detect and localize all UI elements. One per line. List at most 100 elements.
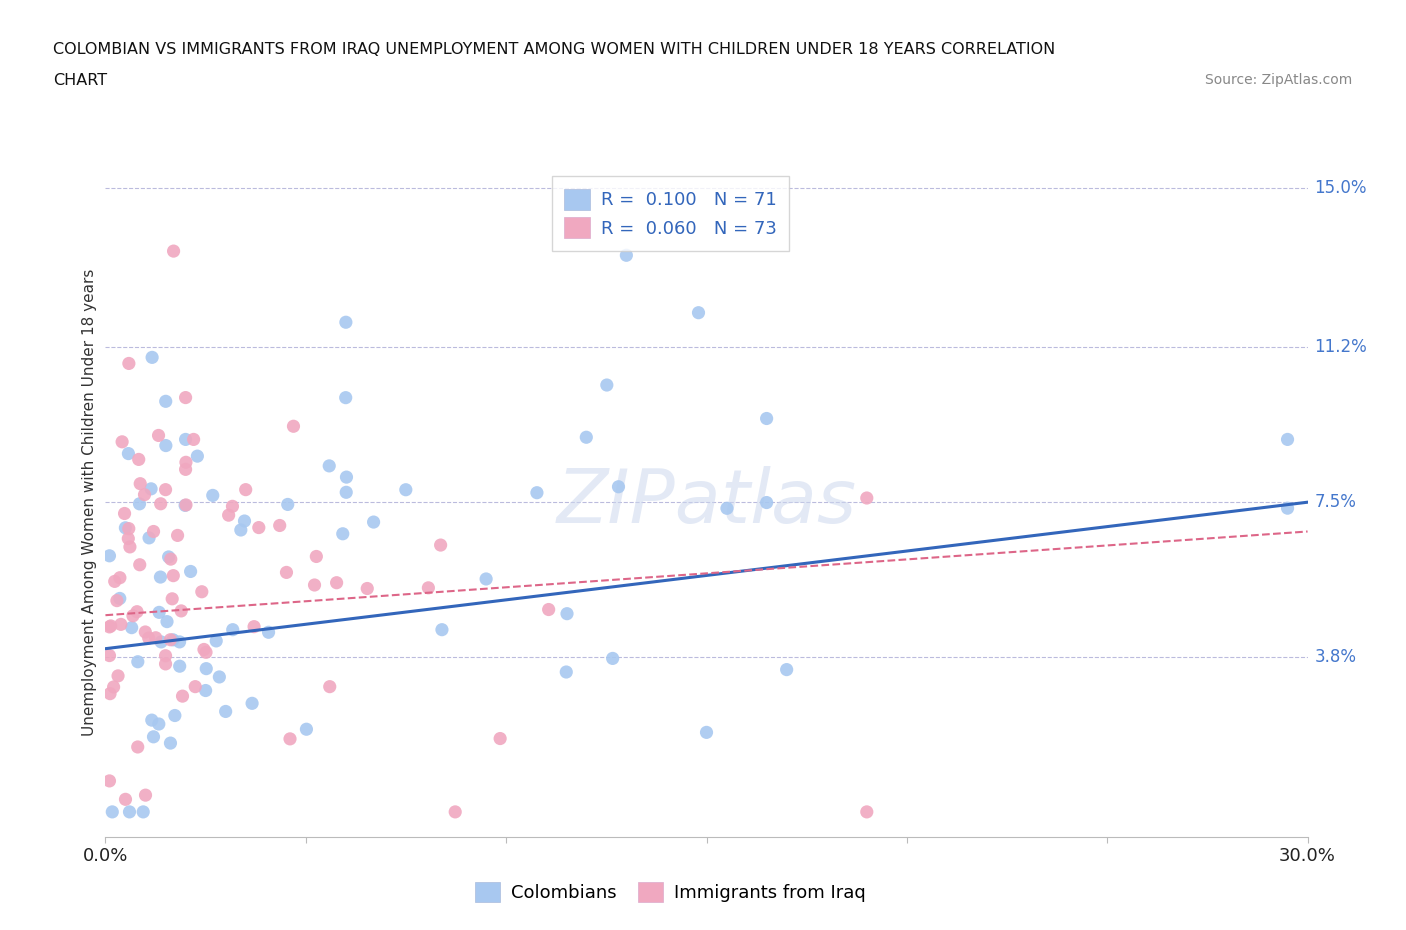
Point: [148, 428, 170, 443]
Point: [118, 356, 141, 371]
Point: [174, 432, 197, 447]
Point: [233, 513, 256, 528]
Point: [596, 378, 619, 392]
Point: [127, 655, 149, 670]
Point: [335, 470, 357, 485]
Point: [195, 644, 218, 659]
Point: [395, 483, 418, 498]
Point: [201, 488, 224, 503]
Point: [100, 618, 122, 633]
Point: [776, 662, 799, 677]
Y-axis label: Unemployment Among Women with Children Under 18 years: Unemployment Among Women with Children U…: [82, 269, 97, 736]
Point: [105, 593, 128, 608]
Point: [616, 247, 638, 262]
Point: [142, 525, 165, 539]
Point: [114, 506, 136, 521]
Point: [127, 739, 149, 754]
Point: [855, 491, 877, 506]
Point: [855, 804, 877, 819]
Text: 11.2%: 11.2%: [1315, 339, 1368, 356]
Text: ZIPatlas: ZIPatlas: [557, 466, 856, 538]
Point: [235, 483, 257, 498]
Point: [134, 625, 156, 640]
Point: [103, 680, 125, 695]
Point: [148, 604, 170, 619]
Point: [475, 572, 498, 587]
Point: [132, 804, 155, 819]
Point: [214, 704, 236, 719]
Point: [155, 648, 177, 663]
Point: [159, 632, 181, 647]
Point: [118, 521, 141, 536]
Point: [304, 578, 326, 592]
Point: [111, 434, 134, 449]
Point: [159, 551, 181, 566]
Point: [141, 712, 163, 727]
Point: [240, 696, 263, 711]
Point: [295, 722, 318, 737]
Point: [184, 679, 207, 694]
Point: [247, 520, 270, 535]
Text: CHART: CHART: [53, 73, 107, 87]
Point: [107, 669, 129, 684]
Point: [150, 634, 173, 649]
Point: [363, 514, 385, 529]
Point: [159, 736, 181, 751]
Point: [696, 725, 718, 740]
Point: [325, 576, 347, 591]
Point: [98, 549, 121, 564]
Point: [101, 804, 124, 819]
Point: [318, 458, 340, 473]
Point: [191, 584, 214, 599]
Point: [278, 731, 301, 746]
Point: [155, 394, 177, 409]
Point: [555, 665, 578, 680]
Point: [149, 497, 172, 512]
Point: [110, 617, 132, 631]
Point: [205, 633, 228, 648]
Point: [195, 661, 218, 676]
Point: [156, 614, 179, 629]
Point: [141, 350, 163, 365]
Point: [180, 564, 202, 578]
Point: [174, 498, 197, 512]
Point: [162, 244, 184, 259]
Point: [755, 411, 778, 426]
Point: [98, 619, 121, 634]
Point: [118, 539, 141, 554]
Text: 15.0%: 15.0%: [1315, 179, 1367, 197]
Point: [418, 580, 440, 595]
Point: [108, 570, 131, 585]
Point: [117, 531, 139, 546]
Point: [716, 501, 738, 516]
Point: [356, 581, 378, 596]
Point: [142, 729, 165, 744]
Point: [243, 619, 266, 634]
Point: [155, 657, 177, 671]
Point: [145, 631, 167, 645]
Point: [186, 448, 208, 463]
Point: [283, 418, 305, 433]
Point: [128, 452, 150, 467]
Point: [332, 526, 354, 541]
Point: [114, 792, 136, 807]
Point: [98, 686, 121, 701]
Point: [607, 479, 630, 494]
Point: [526, 485, 548, 500]
Text: Source: ZipAtlas.com: Source: ZipAtlas.com: [1205, 73, 1353, 86]
Point: [125, 604, 148, 619]
Text: COLOMBIAN VS IMMIGRANTS FROM IRAQ UNEMPLOYMENT AMONG WOMEN WITH CHILDREN UNDER 1: COLOMBIAN VS IMMIGRANTS FROM IRAQ UNEMPL…: [53, 42, 1056, 57]
Point: [122, 608, 145, 623]
Point: [138, 631, 160, 645]
Point: [174, 391, 197, 405]
Point: [174, 455, 197, 470]
Point: [104, 574, 127, 589]
Point: [277, 497, 299, 512]
Point: [444, 804, 467, 819]
Point: [335, 391, 357, 405]
Point: [149, 569, 172, 584]
Point: [489, 731, 512, 746]
Point: [162, 632, 184, 647]
Point: [174, 498, 197, 512]
Point: [335, 485, 357, 499]
